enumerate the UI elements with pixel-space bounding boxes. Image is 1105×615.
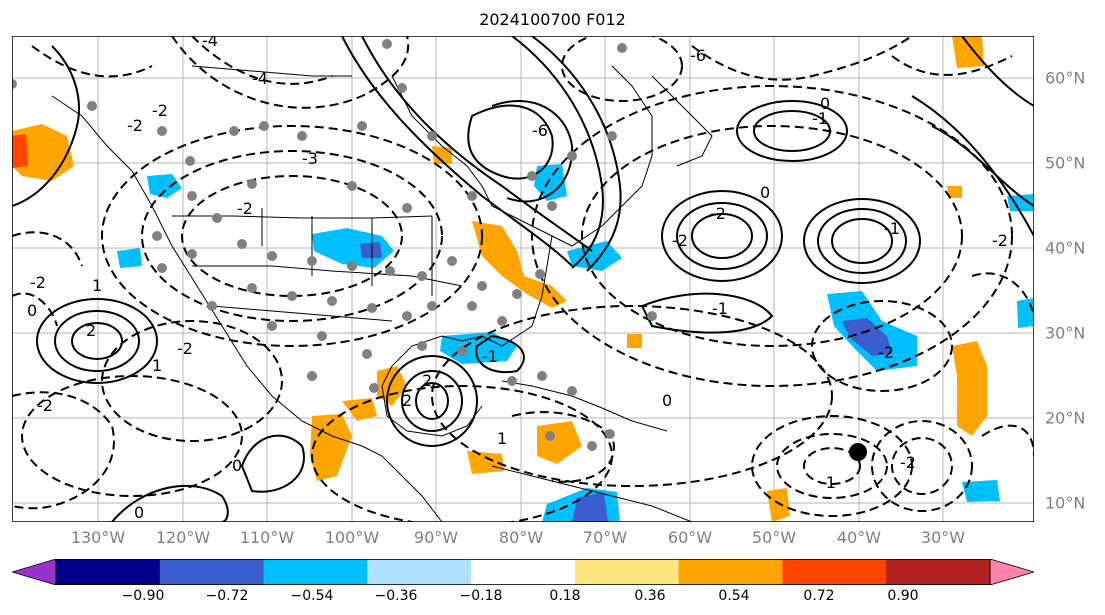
contour-label: -2: [152, 101, 168, 120]
colorbar-tick: −0.54: [290, 588, 334, 604]
contour-label: -2: [127, 116, 143, 135]
lon-label: 30°W: [920, 528, 966, 547]
colorbar-tick: 0.18: [549, 588, 581, 604]
dashed-contours: [12, 36, 1034, 522]
contour-label: -2: [878, 343, 894, 362]
colorbar: [12, 559, 1034, 585]
colorbar-segment: [782, 559, 887, 585]
map-title: 2024100700 F012: [479, 10, 626, 29]
colorbar-segment: [886, 559, 991, 585]
contour-label: 0: [232, 456, 242, 475]
colorbar-extend-low: [12, 559, 57, 585]
contour-label: -2: [900, 453, 916, 472]
colorbar-tick: 0.90: [887, 588, 919, 604]
lon-label: 70°W: [582, 528, 628, 547]
colorbar-tick: −0.90: [121, 588, 165, 604]
lon-label: 120°W: [155, 528, 211, 547]
lat-label: 30°N: [1045, 323, 1086, 343]
contour-label: -2: [672, 231, 688, 250]
contour-label: 2: [86, 321, 96, 340]
colorbar-tick: 0.72: [803, 588, 835, 604]
contour-label: -1: [820, 473, 836, 492]
contour-label: -1: [884, 219, 900, 238]
colorbar-segment: [678, 559, 783, 585]
contour-label: 1: [152, 356, 162, 375]
colorbar-tick: −0.72: [205, 588, 249, 604]
contour-label: -2: [710, 204, 726, 223]
contour-label: -2: [30, 273, 46, 292]
contour-label: -6: [532, 121, 548, 140]
contour-label: 0: [662, 391, 672, 410]
lat-label: 60°N: [1045, 68, 1086, 88]
colorbar-segment: [367, 559, 472, 585]
contour-label: 0: [134, 503, 144, 522]
colorbar-segment: [574, 559, 680, 585]
contour-label: 2: [402, 391, 412, 410]
coastlines: [51, 65, 713, 522]
lat-label: 20°N: [1045, 408, 1086, 428]
colorbar-tick: 0.54: [718, 588, 750, 604]
contour-label: -2: [237, 199, 253, 218]
contour-label: -4: [202, 36, 218, 50]
colorbar-frame: [55, 559, 991, 585]
contour-label: 0: [27, 301, 37, 320]
lat-label: 50°N: [1045, 153, 1086, 173]
contour-label: -1: [712, 299, 728, 318]
contour-label: -1: [482, 347, 498, 366]
contour-label: -2: [37, 396, 53, 415]
contour-label: -4: [252, 69, 268, 88]
lon-label: 40°W: [836, 528, 882, 547]
lon-label: 130°W: [70, 528, 126, 547]
contour-label: -2: [992, 231, 1008, 250]
station-markers: [12, 39, 657, 451]
gridlines: [12, 36, 1034, 522]
colorbar-segment: [263, 559, 368, 585]
contour-labels: -4 -4 -6 -6 -3 -2 -2 -2 -2 -2 -1 -1 -1 -…: [27, 36, 1008, 522]
contour-label: -1: [812, 109, 828, 128]
shaded-patches: [12, 36, 1034, 522]
contour-label: 1: [92, 276, 102, 295]
colorbar-extend-high: [989, 559, 1034, 585]
lon-label: 60°W: [667, 528, 713, 547]
storm-marker: [849, 443, 867, 461]
colorbar-tick: −0.18: [459, 588, 503, 604]
lon-label: 90°W: [413, 528, 459, 547]
contour-label: 0: [820, 94, 830, 113]
contour-label: 2: [422, 371, 432, 390]
contour-label: -6: [690, 46, 706, 65]
map-plot: -4 -4 -6 -6 -3 -2 -2 -2 -2 -2 -1 -1 -1 -…: [12, 36, 1034, 522]
colorbar-segment: [56, 559, 161, 585]
lon-label: 100°W: [324, 528, 380, 547]
contour-label: -2: [177, 339, 193, 358]
lat-label: 10°N: [1045, 493, 1086, 513]
contour-label: 1: [497, 429, 507, 448]
lon-label: 50°W: [751, 528, 797, 547]
lat-label: 40°N: [1045, 238, 1086, 258]
lon-label: 80°W: [498, 528, 544, 547]
colorbar-segment: [471, 559, 576, 585]
colorbar-tick: −0.36: [374, 588, 418, 604]
colorbar-segment: [159, 559, 265, 585]
contour-label: 0: [760, 183, 770, 202]
lon-label: 110°W: [239, 528, 295, 547]
solid-contours: [12, 36, 1034, 522]
colorbar-tick: 0.36: [634, 588, 666, 604]
contour-label: -3: [302, 149, 318, 168]
